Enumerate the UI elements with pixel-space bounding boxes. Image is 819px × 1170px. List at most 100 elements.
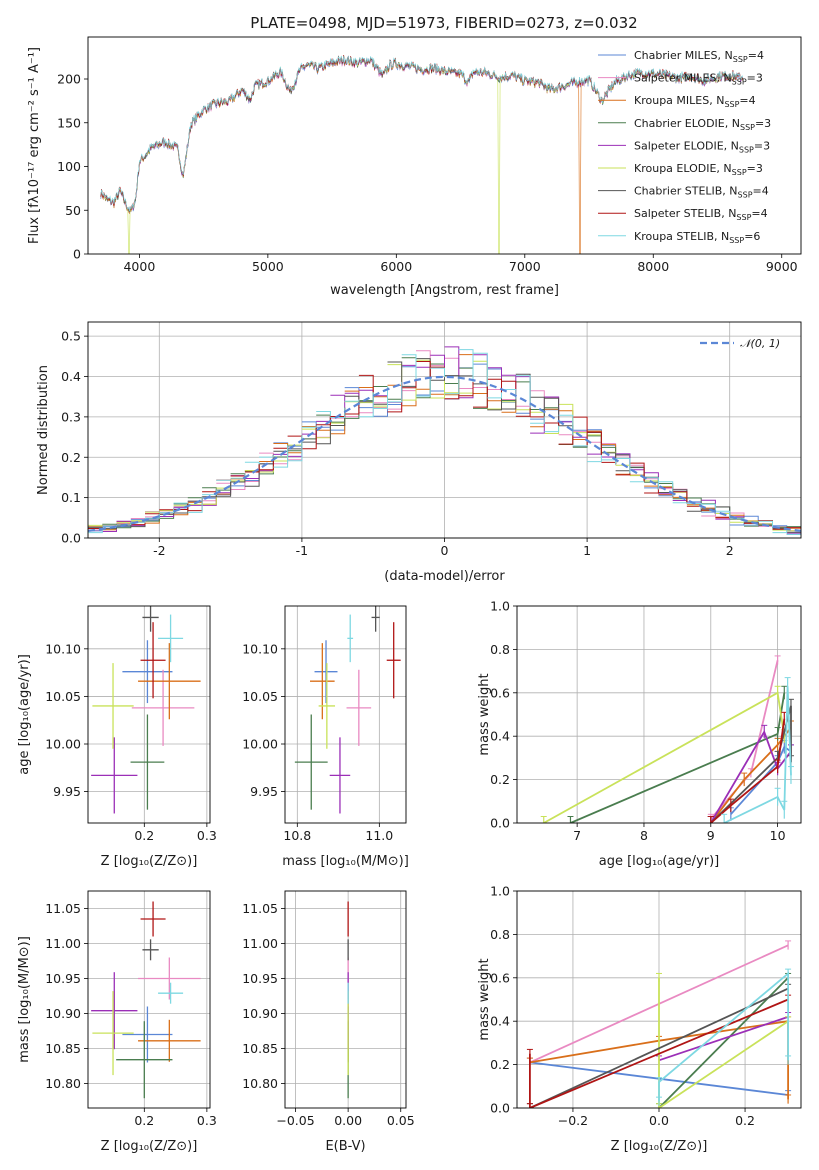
axes-mass_vs_EBV: −0.05 0.00 0.05 10.80 10.85 10.90 10.95 11.00 11… bbox=[242, 890, 415, 1154]
weight-line-kroupa-stelib bbox=[658, 971, 789, 1102]
weight-line-kroupa-elodie bbox=[658, 977, 789, 1108]
weight-lines-group bbox=[526, 940, 792, 1108]
x-tick-label: -1 bbox=[296, 543, 308, 558]
y-tick-label: 10.00 bbox=[45, 737, 81, 752]
y-tick-label: 0.4 bbox=[490, 1014, 510, 1029]
x-axis-label: Z [log₁₀(Z/Z⊙)] bbox=[611, 1139, 708, 1154]
y-tick-label: 0.2 bbox=[61, 450, 81, 465]
x-axis-label: Z [log₁₀(Z/Z⊙)] bbox=[101, 854, 198, 869]
y-axis-label: mass [log₁₀(M/M⊙)] bbox=[17, 936, 32, 1063]
x-tick-label: −0.2 bbox=[558, 1113, 588, 1128]
y-tick-label: 50 bbox=[65, 203, 81, 218]
errorbar-group bbox=[91, 606, 201, 814]
y-tick-label: 100 bbox=[57, 159, 81, 174]
y-tick-label: 10.90 bbox=[242, 1006, 278, 1021]
axes-frame bbox=[284, 890, 407, 1109]
x-axis-label: E(B-V) bbox=[325, 1139, 365, 1154]
y-tick-label: 0.6 bbox=[490, 685, 510, 700]
weight-line-salpeter-stelib bbox=[710, 718, 786, 823]
y-tick-label: 10.85 bbox=[45, 1041, 81, 1056]
axes-age_vs_mass: 10.8 11.0 9.95 10.00 10.05 10.10 mass [log₁₀(M… bbox=[242, 605, 409, 869]
axes-mass_vs_Z: 0.2 0.3 10.80 10.85 10.90 10.95 11.00 11.05 Z [l… bbox=[17, 890, 217, 1154]
y-tick-label: 10.00 bbox=[242, 737, 278, 752]
y-tick-label: 0.8 bbox=[490, 642, 510, 657]
x-tick-label: 0.2 bbox=[134, 828, 154, 843]
weight-line-salpeter-stelib bbox=[529, 998, 789, 1108]
legend-label: Chabrier MILES, NSSP=4 bbox=[634, 49, 764, 64]
legend-label: Kroupa STELIB, NSSP=6 bbox=[634, 230, 760, 245]
axes-spectrum: 4000 5000 6000 7000 8000 9000 0 50 100 150 200 Chab… bbox=[27, 36, 802, 298]
axes-frame bbox=[516, 605, 802, 824]
weight-line-chabrier-miles bbox=[730, 745, 792, 815]
x-tick-label: 8 bbox=[640, 828, 648, 843]
y-tick-label: 0.0 bbox=[490, 1101, 510, 1116]
y-tick-label: 10.10 bbox=[45, 641, 81, 656]
y-tick-label: 10.80 bbox=[45, 1076, 81, 1091]
y-tick-label: 10.95 bbox=[45, 971, 81, 986]
axes-age_vs_Z: 0.2 0.3 9.95 10.00 10.05 10.10 Z [log₁₀(Z/Z⊙)]… bbox=[17, 605, 217, 869]
spectrum-series-group bbox=[100, 54, 744, 254]
y-tick-label: 9.95 bbox=[53, 784, 81, 799]
x-tick-label: 0.00 bbox=[334, 1113, 362, 1128]
y-tick-label: 11.05 bbox=[242, 901, 278, 916]
legend-label: 𝒩(0, 1) bbox=[740, 337, 780, 350]
x-tick-label: -2 bbox=[153, 543, 165, 558]
y-tick-label: 10.05 bbox=[45, 689, 81, 704]
spectrum-legend: Chabrier MILES, NSSP=4 Salpeter MILES, NS… bbox=[598, 49, 771, 245]
y-tick-label: 11.00 bbox=[45, 936, 81, 951]
x-axis-label: age [log₁₀(age/yr)] bbox=[599, 854, 720, 869]
y-tick-label: 1.0 bbox=[490, 884, 510, 899]
y-tick-label: 1.0 bbox=[490, 599, 510, 614]
x-tick-label: 0.0 bbox=[649, 1113, 669, 1128]
y-tick-label: 10.85 bbox=[242, 1041, 278, 1056]
legend-label: Kroupa MILES, NSSP=4 bbox=[634, 94, 756, 109]
axes-frame bbox=[87, 605, 211, 824]
legend-label: Salpeter STELIB, NSSP=4 bbox=[634, 207, 768, 222]
legend-label: Salpeter MILES, NSSP=3 bbox=[634, 72, 763, 87]
y-tick-label: 0.6 bbox=[490, 970, 510, 985]
legend-label: Salpeter ELODIE, NSSP=3 bbox=[634, 139, 770, 154]
errorbar-group bbox=[91, 901, 201, 1099]
x-tick-label: 10.8 bbox=[283, 828, 311, 843]
x-tick-label: 8000 bbox=[637, 259, 669, 274]
axes-frame bbox=[284, 605, 407, 824]
errorbar-group bbox=[294, 606, 401, 814]
x-tick-label: 10 bbox=[770, 828, 786, 843]
y-tick-label: 10.90 bbox=[45, 1006, 81, 1021]
axes-frame bbox=[87, 321, 802, 539]
y-tick-label: 10.10 bbox=[242, 641, 278, 656]
y-tick-label: 0.8 bbox=[490, 927, 510, 942]
axes-frame bbox=[516, 890, 802, 1109]
y-tick-label: 0.3 bbox=[61, 409, 81, 424]
x-tick-label: 0.2 bbox=[735, 1113, 755, 1128]
y-tick-label: 11.05 bbox=[45, 901, 81, 916]
x-axis-label: mass [log₁₀(M/M⊙)] bbox=[282, 854, 409, 869]
y-tick-label: 0.2 bbox=[490, 1057, 510, 1072]
weight-line-chabrier-stelib bbox=[710, 705, 792, 823]
y-axis-label: mass weight bbox=[477, 958, 492, 1040]
x-axis-label: (data-model)/error bbox=[384, 569, 505, 584]
x-tick-label: 4000 bbox=[123, 259, 155, 274]
weight-line-salpeter-elodie bbox=[710, 729, 792, 823]
x-tick-label: 0.3 bbox=[197, 828, 217, 843]
histogram-group bbox=[88, 346, 801, 537]
weight-line-chabrier-elodie bbox=[570, 692, 786, 823]
legend-label: Kroupa ELODIE, NSSP=3 bbox=[634, 162, 763, 177]
x-axis-label: wavelength [Angstrom, rest frame] bbox=[330, 283, 559, 298]
y-tick-label: 10.95 bbox=[242, 971, 278, 986]
y-axis-label: Flux [fλ10⁻¹⁷ erg cm⁻² s⁻¹ A⁻¹] bbox=[27, 47, 42, 244]
x-axis-label: Z [log₁₀(Z/Z⊙)] bbox=[101, 1139, 198, 1154]
spectrum-line-kroupa-stelib bbox=[100, 55, 744, 212]
x-tick-label: 9 bbox=[707, 828, 715, 843]
x-tick-label: 0 bbox=[441, 543, 449, 558]
y-axis-label: Normed distribution bbox=[36, 365, 51, 495]
y-tick-label: 0 bbox=[73, 247, 81, 262]
axes-weight_vs_age: 7 8 9 10 0.0 0.2 0.4 0.6 0.8 1.0 age [log₁₀(age/yr… bbox=[477, 599, 802, 869]
x-tick-label: 6000 bbox=[380, 259, 412, 274]
x-tick-label: 7000 bbox=[509, 259, 541, 274]
x-tick-label: 0.05 bbox=[387, 1113, 415, 1128]
figure-title: PLATE=0498, MJD=51973, FIBERID=0273, z=0… bbox=[250, 14, 637, 32]
x-tick-label: −0.05 bbox=[276, 1113, 314, 1128]
normal-reference-curve bbox=[88, 375, 801, 532]
x-tick-label: 0.2 bbox=[134, 1113, 154, 1128]
